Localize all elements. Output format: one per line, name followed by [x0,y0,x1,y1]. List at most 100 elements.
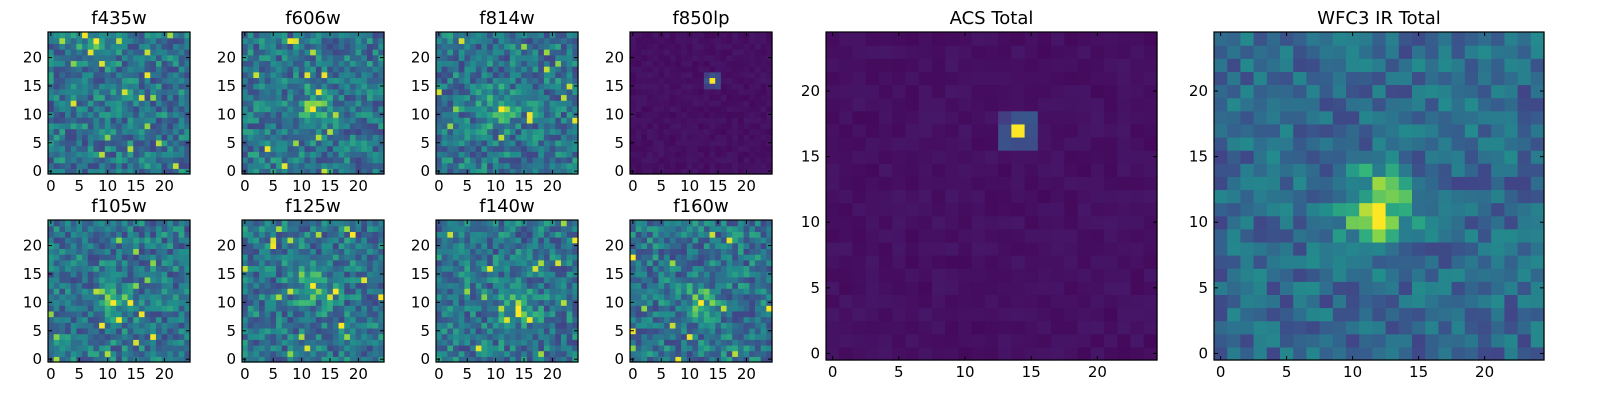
heatmap-cell [526,105,534,113]
heatmap-cell [732,139,739,147]
heatmap-cell [572,237,579,244]
heatmap-cell [549,94,556,101]
heatmap-cell [692,94,699,101]
heatmap-cell [104,139,112,147]
heatmap-cell [549,259,556,267]
heatmap-cell [310,231,317,238]
heatmap-cell [349,248,357,255]
heatmap-cell [526,151,534,158]
heatmap-cell [259,111,266,118]
heatmap-cell [138,134,146,141]
heatmap-cell [543,128,551,135]
heatmap-cell [453,88,460,96]
heatmap-cell [155,43,163,50]
heatmap-cell [509,288,517,295]
heatmap-cell [760,322,767,329]
heatmap-cell [572,66,579,73]
heatmap-cell [652,100,659,107]
heatmap-cell [521,71,528,79]
heatmap-cell [172,339,180,346]
heatmap-cell [253,242,260,249]
heatmap-cell [298,237,306,244]
heatmap-cell [560,322,568,329]
heatmap-cell [526,310,534,318]
heatmap-cell [754,316,762,323]
heatmap-cell [99,288,106,295]
heatmap-cell [150,356,157,363]
heatmap-cell [447,66,454,73]
heatmap-cell [65,265,72,272]
heatmap-cell [441,134,448,141]
heatmap-cell [310,111,317,118]
heatmap-cell [737,151,745,158]
heatmap-cell [447,77,454,84]
heatmap-cell [355,88,362,96]
heatmap-cell [555,128,562,135]
heatmap-cell [686,66,694,73]
heatmap-cell [658,151,665,158]
heatmap-cell [436,248,443,255]
heatmap-cell [664,128,671,135]
heatmap-cell [726,43,733,50]
heatmap-cell [127,128,134,135]
heatmap-cell [304,71,311,79]
heatmap-cell [372,225,379,232]
heatmap-cell [53,316,60,323]
heatmap-cell [532,168,539,175]
heatmap-cell [304,151,311,158]
heatmap-cell [167,237,174,244]
heatmap-cell [743,49,750,56]
heatmap-cell [99,128,106,135]
heatmap-cell [178,105,185,113]
heatmap-cell [447,237,454,244]
heatmap-cell [167,145,174,152]
heatmap-cell [150,168,157,175]
heatmap-cell [692,271,699,278]
heatmap-cell [692,350,699,357]
heatmap-cell [447,49,454,56]
heatmap-cell [692,282,699,289]
heatmap-cell [766,322,773,329]
heatmap-cell [498,220,505,227]
heatmap-cell [658,299,665,306]
heatmap-cell [150,282,157,289]
heatmap-cell [138,293,146,301]
heatmap-cell [526,54,534,61]
heatmap-cell [526,305,534,312]
heatmap-cell [458,225,465,232]
heatmap-cell [453,151,460,158]
heatmap-cell [304,111,311,118]
heatmap-cell [321,299,328,306]
heatmap-cell [703,356,711,363]
heatmap-cell [355,242,362,249]
heatmap-cell [184,276,191,284]
heatmap-cell [698,316,705,323]
heatmap-cell [464,305,471,312]
heatmap-cell [361,117,368,124]
heatmap-cell [304,100,311,107]
heatmap-cell [247,32,254,39]
heatmap-cell [76,151,83,158]
heatmap-cell [686,105,694,113]
heatmap-cell [492,139,500,147]
heatmap-cell [703,128,711,135]
heatmap-cell [669,94,677,101]
heatmap-cell [652,310,659,318]
heatmap-cell [749,168,756,175]
heatmap-cell [532,37,539,44]
heatmap-cell [453,145,460,152]
heatmap-cell [760,105,767,113]
heatmap-cell [304,128,311,135]
heatmap-cell [732,310,739,318]
heatmap-cell [87,242,95,249]
heatmap-cell [458,77,465,84]
heatmap-cell [453,344,460,352]
heatmap-cell [441,37,448,44]
heatmap-cell [161,293,168,301]
heatmap-cell [161,134,168,141]
heatmap-cell [549,225,556,232]
heatmap-cell [138,139,146,147]
heatmap-cell [247,100,254,107]
heatmap-cell [116,316,123,323]
